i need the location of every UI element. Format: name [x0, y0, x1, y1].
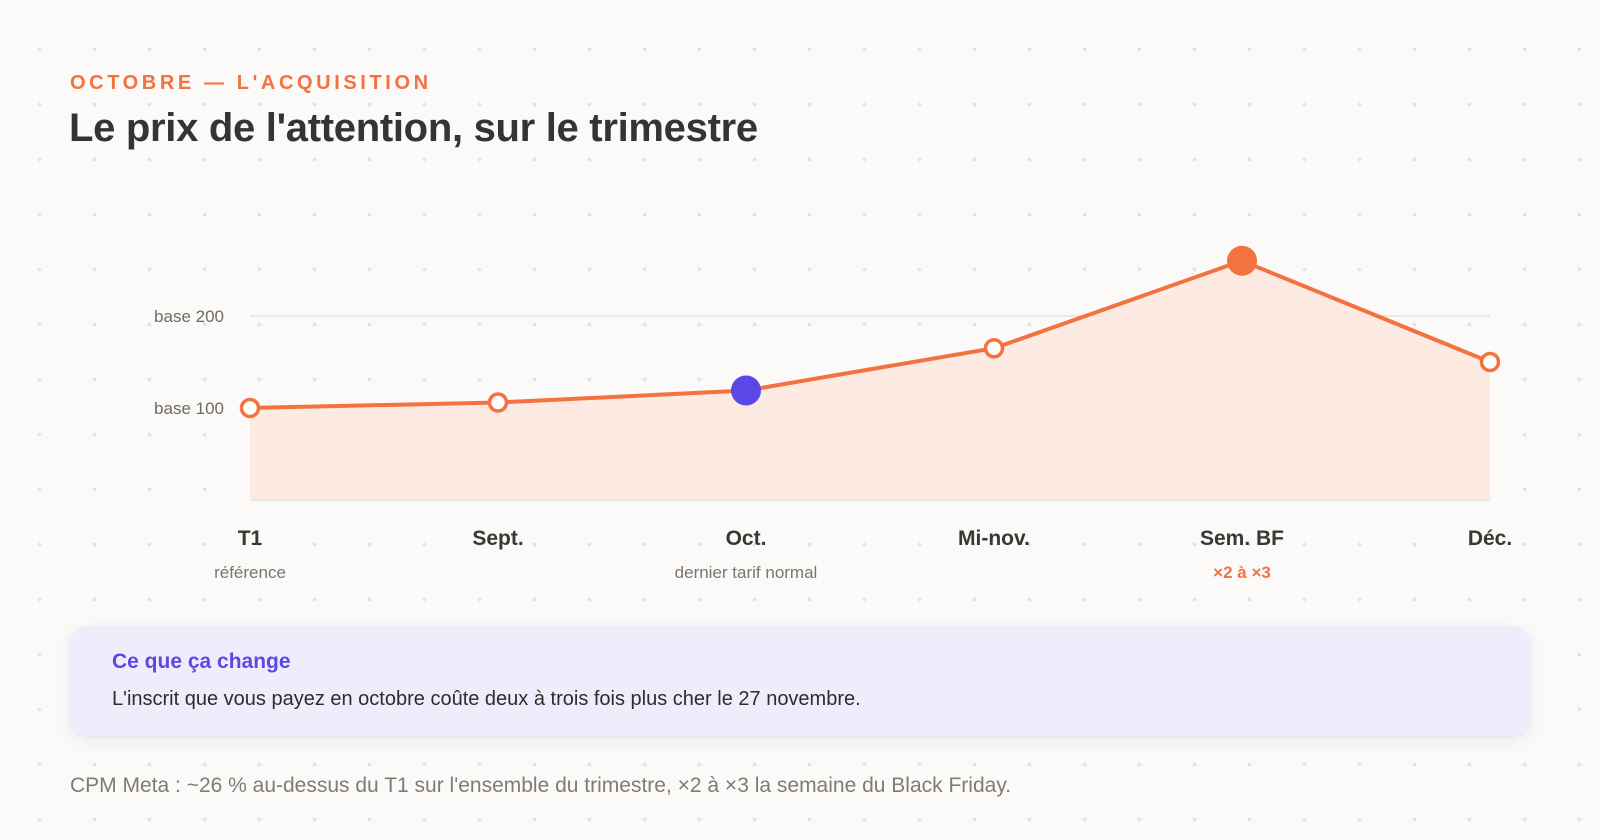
data-point — [239, 397, 261, 419]
x-tick-label: Sem. BF — [1200, 527, 1284, 550]
insight-callout: Ce que ça change L'inscrit que vous paye… — [70, 626, 1530, 736]
source-footnote: CPM Meta : ~26 % au-dessus du T1 sur l'e… — [70, 774, 1012, 797]
x-tick-label: Mi-nov. — [958, 527, 1030, 550]
area-fill — [250, 260, 1490, 500]
price-line-chart: base 100 base 200 T1 référence Sept. Oct. dern… — [154, 245, 1512, 582]
section-eyebrow: Octobre — l'acquisition — [70, 72, 432, 94]
x-tick-sublabel: dernier tarif normal — [675, 563, 818, 582]
callout-body: L'inscrit que vous payez en octobre coût… — [112, 688, 861, 710]
x-tick-sublabel: référence — [214, 563, 286, 582]
data-point — [487, 392, 509, 413]
callout-title: Ce que ça change — [112, 650, 291, 673]
x-tick-label: Oct. — [726, 527, 767, 550]
data-point — [1479, 351, 1501, 373]
data-point-peak — [1227, 245, 1257, 276]
data-point-highlight — [731, 375, 761, 406]
x-tick-label: T1 — [238, 527, 263, 550]
x-tick-sublabel: ×2 à ×3 — [1213, 563, 1271, 582]
page-title: Le prix de l'attention, sur le trimestre — [69, 106, 758, 150]
x-tick-label: Déc. — [1468, 527, 1512, 550]
x-tick-label: Sept. — [472, 527, 523, 550]
y-gridline-label: base 100 — [154, 399, 224, 418]
series-line — [248, 258, 1492, 410]
data-point — [983, 337, 1005, 359]
y-gridline-label: base 200 — [154, 307, 224, 326]
